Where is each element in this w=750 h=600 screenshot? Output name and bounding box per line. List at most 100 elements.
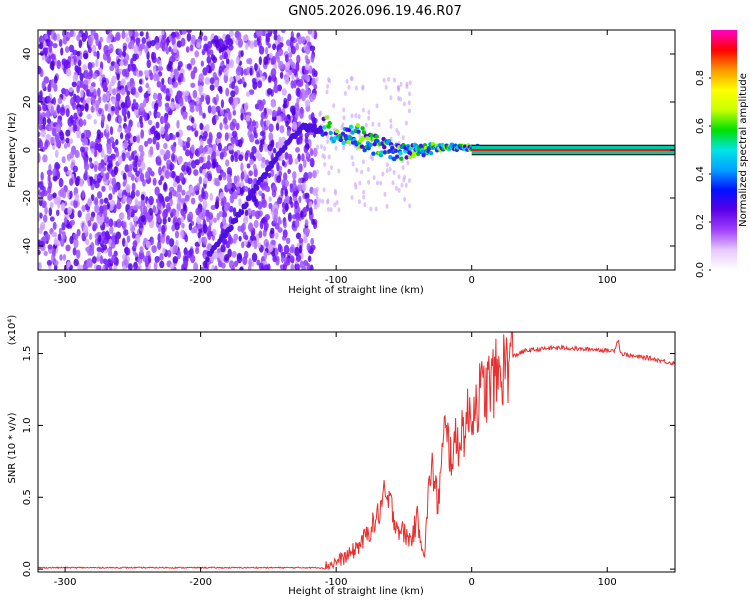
noise-speckle (126, 90, 131, 96)
noise-speckle (246, 66, 250, 76)
noise-speckle (314, 189, 318, 195)
noise-speckle (301, 95, 306, 102)
noise-speckle (156, 80, 162, 88)
noise-speckle (296, 97, 300, 104)
spectrogram-y-label: Frequency (Hz) (7, 112, 18, 188)
noise-speckle (165, 46, 170, 55)
noise-speckle (267, 144, 273, 152)
noise-speckle (351, 161, 355, 167)
noise-speckle (329, 165, 333, 171)
noise-speckle (404, 182, 408, 188)
noise-speckle (110, 105, 116, 112)
noise-speckle (205, 160, 212, 170)
noise-speckle (341, 122, 345, 128)
noise-speckle (193, 262, 199, 270)
noise-speckle (148, 195, 154, 206)
noise-speckle (115, 93, 121, 102)
noise-speckle (105, 49, 111, 57)
noise-speckle (119, 60, 124, 67)
noise-speckle (41, 80, 46, 90)
noise-speckle (350, 113, 354, 119)
noise-speckle (159, 252, 164, 261)
noise-speckle (162, 217, 167, 225)
noise-speckle (65, 137, 70, 144)
noise-speckle (209, 84, 215, 91)
noise-speckle (83, 53, 89, 60)
noise-speckle (179, 97, 184, 107)
noise-speckle (402, 177, 406, 183)
noise-speckle (280, 187, 284, 197)
noise-speckle (273, 84, 279, 94)
ridge-mark (356, 129, 361, 134)
noise-speckle (157, 240, 162, 251)
noise-speckle (90, 95, 96, 104)
noise-speckle (172, 189, 177, 197)
noise-speckle (189, 101, 195, 109)
noise-speckle (111, 98, 116, 105)
ridge-mark (382, 145, 387, 150)
noise-speckle (266, 186, 271, 193)
noise-speckle (215, 93, 219, 103)
noise-speckle (44, 206, 48, 215)
noise-speckle (382, 77, 386, 83)
noise-speckle (157, 65, 163, 72)
noise-speckle (296, 88, 301, 98)
noise-speckle (45, 110, 51, 119)
noise-speckle (186, 63, 192, 70)
noise-speckle (208, 212, 214, 220)
noise-speckle (126, 97, 131, 107)
noise-speckle (400, 182, 404, 188)
noise-speckle (207, 154, 211, 162)
noise-speckle (304, 45, 311, 55)
trajectory-mark (263, 171, 269, 178)
noise-speckle (214, 181, 221, 187)
noise-speckle (47, 244, 53, 250)
noise-speckle (318, 198, 322, 204)
noise-speckle (175, 208, 180, 218)
noise-speckle (132, 240, 138, 248)
noise-speckle (283, 100, 287, 109)
noise-speckle (90, 194, 95, 202)
noise-speckle (170, 72, 174, 79)
noise-speckle (281, 159, 286, 167)
noise-speckle (228, 44, 234, 51)
noise-speckle (180, 208, 185, 217)
trajectory-mark (244, 201, 249, 208)
noise-speckle (147, 119, 153, 126)
noise-speckle (394, 185, 398, 191)
noise-speckle (139, 43, 146, 50)
noise-speckle (310, 112, 315, 122)
noise-speckle (132, 135, 138, 143)
noise-speckle (155, 141, 160, 151)
noise-speckle (52, 168, 57, 177)
noise-speckle (130, 39, 135, 50)
noise-speckle (52, 231, 58, 238)
noise-speckle (247, 264, 252, 270)
noise-speckle (115, 31, 121, 41)
noise-speckle (392, 169, 396, 175)
noise-speckle (277, 243, 282, 252)
noise-speckle (291, 107, 296, 116)
noise-speckle (91, 256, 97, 264)
snr-x-ticks: -300 -200 -100 0 100 (54, 332, 617, 588)
noise-speckle (325, 89, 329, 95)
noise-speckle (117, 48, 123, 54)
noise-speckle (89, 216, 94, 222)
noise-speckle (139, 246, 144, 253)
noise-speckle (294, 157, 299, 165)
spectrogram-x-ticks: -300 -200 -100 0 100 (54, 30, 617, 286)
noise-speckle (188, 211, 194, 221)
noise-speckle (78, 118, 84, 128)
noise-speckle (223, 116, 228, 124)
noise-speckle (372, 175, 376, 181)
noise-speckle (225, 38, 231, 46)
noise-speckle (304, 192, 310, 200)
noise-speckle (281, 88, 287, 96)
noise-speckle (133, 31, 139, 38)
noise-speckle (66, 169, 72, 176)
noise-speckle (208, 133, 213, 143)
noise-speckle (178, 192, 182, 203)
noise-speckle (84, 169, 88, 178)
noise-speckle (172, 81, 178, 88)
noise-speckle (92, 222, 98, 230)
